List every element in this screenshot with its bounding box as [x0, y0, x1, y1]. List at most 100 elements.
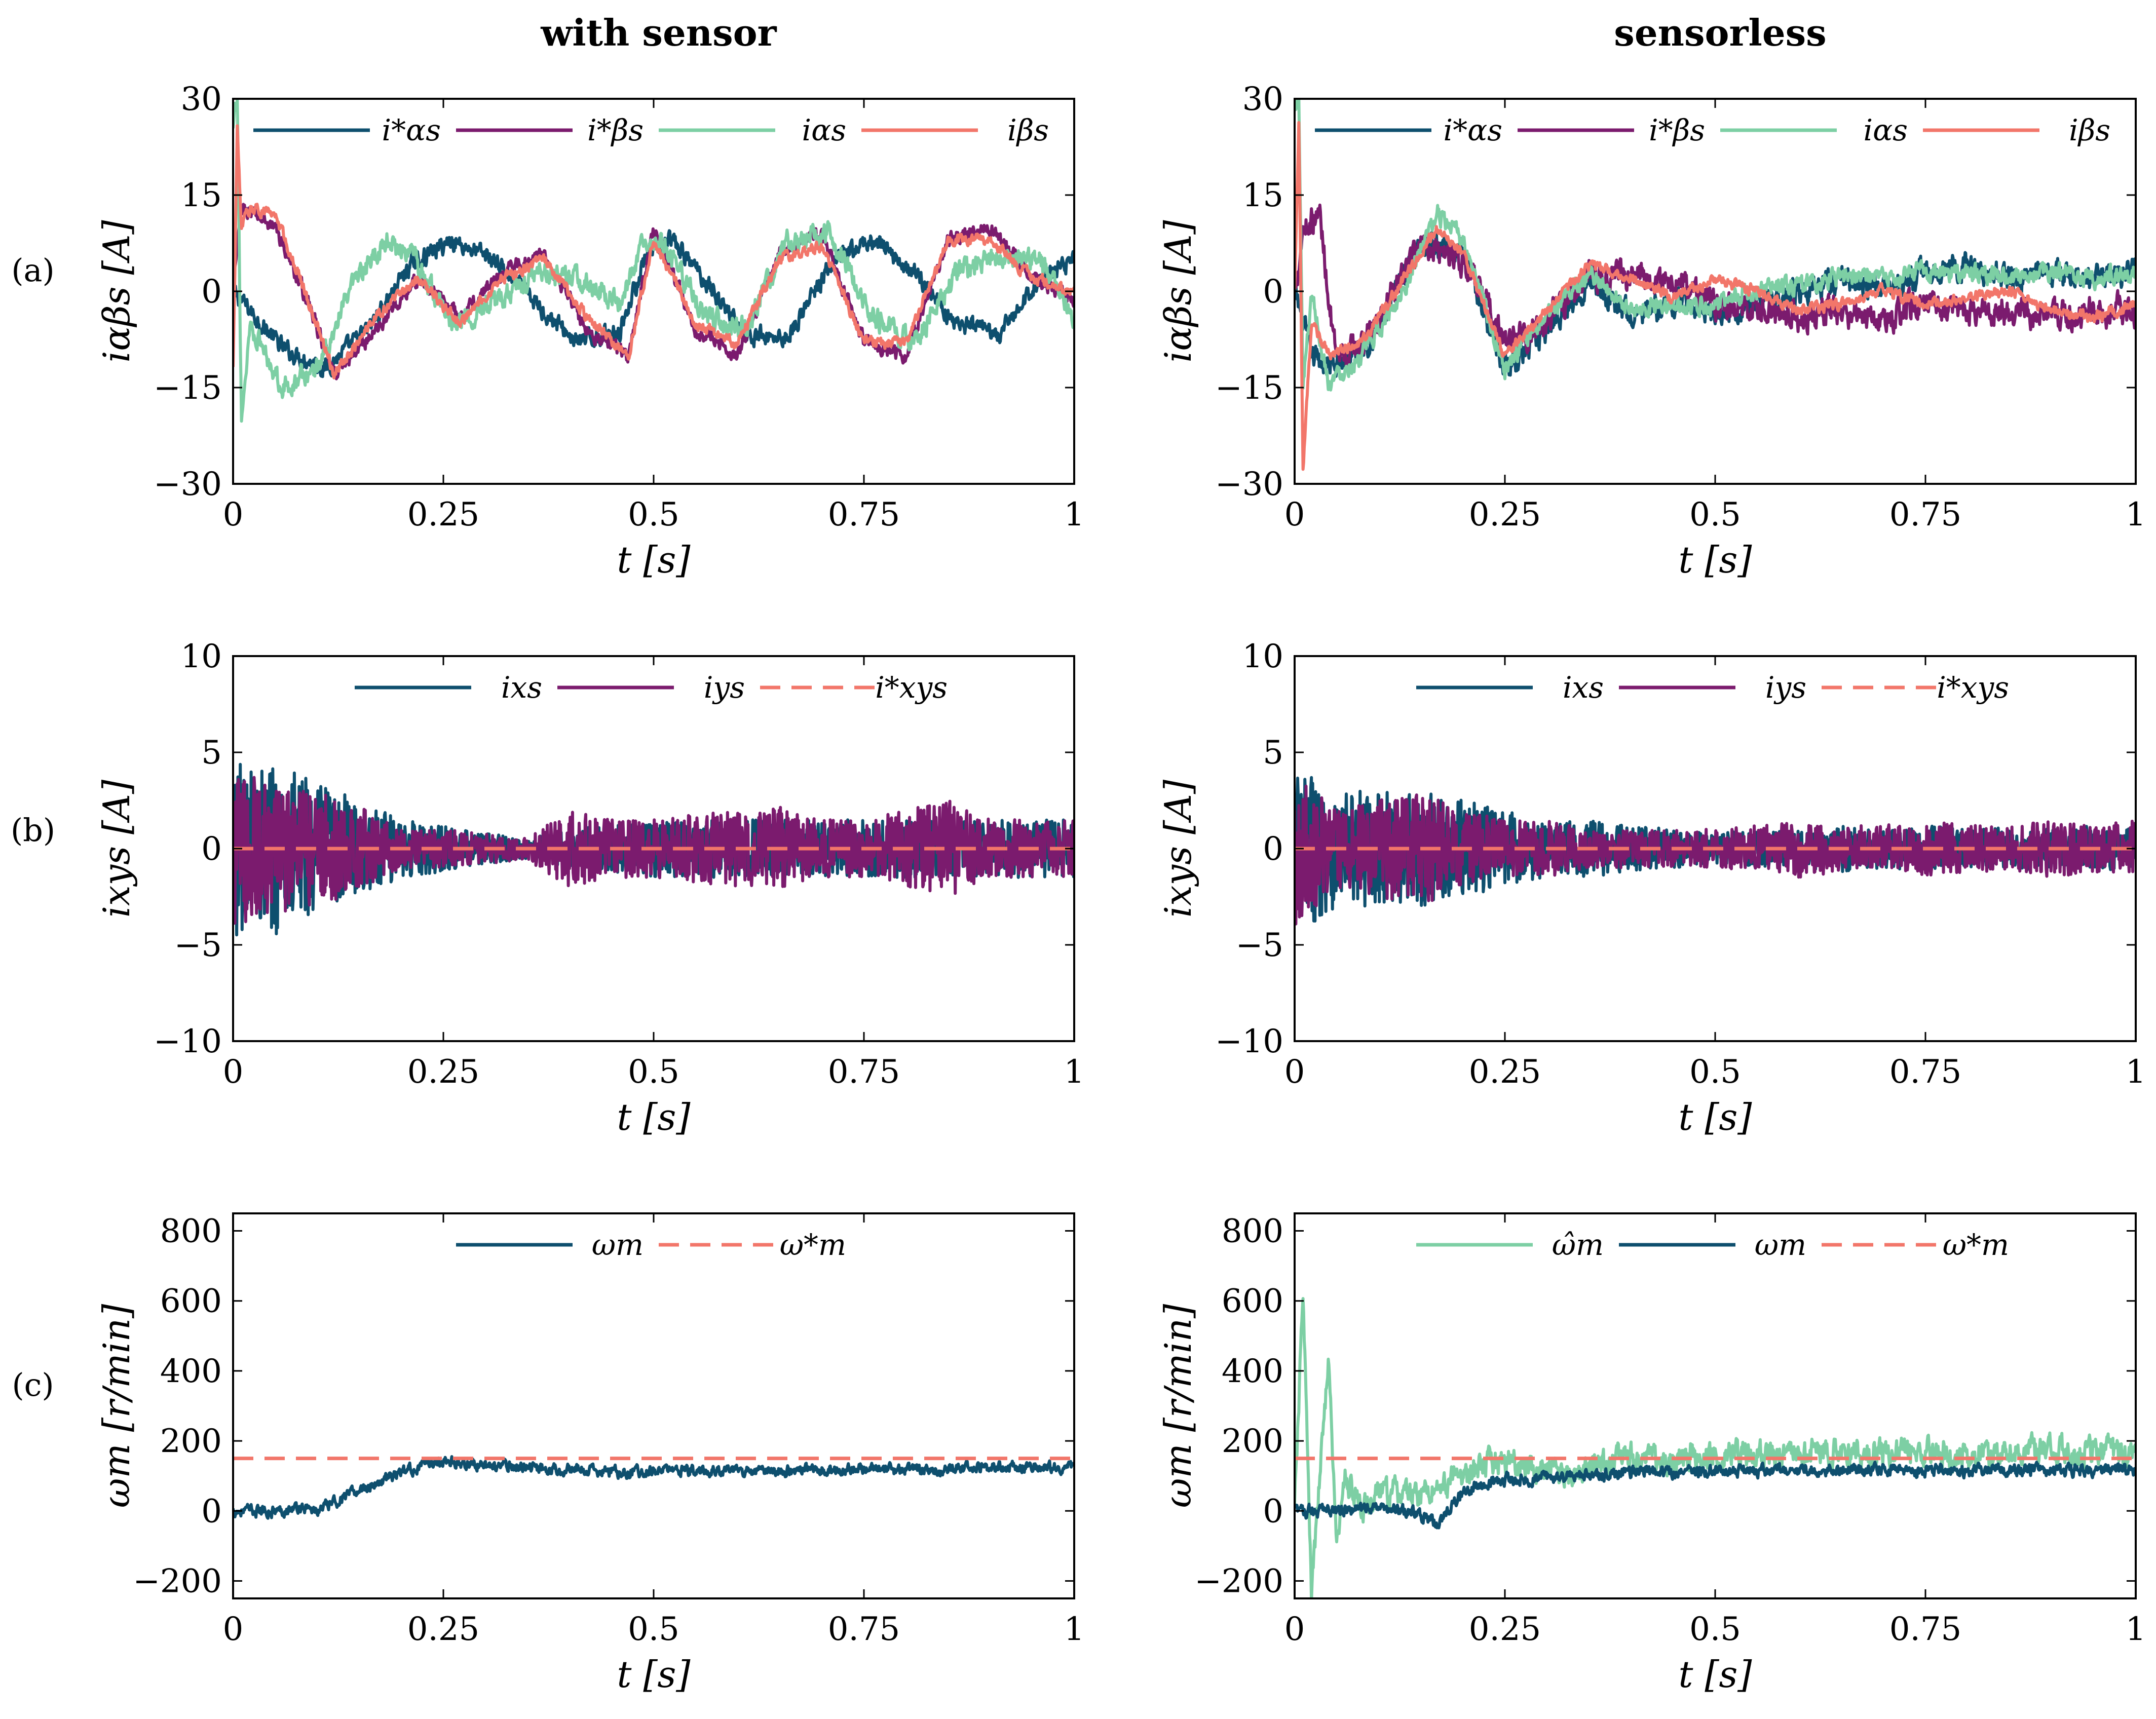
legend-entry-label: iys	[1765, 670, 1806, 705]
x-axis-label: t [s]	[617, 1653, 691, 1696]
x-tick-label: 1	[2126, 1053, 2146, 1091]
x-tick-label: 1	[1064, 496, 1085, 533]
y-tick-label: 600	[160, 1283, 222, 1320]
x-tick-label: 0.25	[407, 1611, 480, 1648]
y-tick-label: 30	[181, 81, 222, 118]
x-tick-label: 0.75	[828, 496, 900, 533]
x-tick-label: 0	[1284, 496, 1305, 533]
legend-entry-label: ωm	[592, 1228, 644, 1262]
x-axis-label: t [s]	[1679, 1096, 1753, 1138]
series-line-iys	[233, 776, 1074, 925]
y-tick-label: 200	[1222, 1423, 1283, 1460]
y-tick-label: 200	[160, 1423, 222, 1460]
y-tick-label: 10	[1242, 638, 1283, 675]
y-axis-label: iαβs [A]	[95, 219, 138, 362]
legend-entry-label: i*αs	[382, 113, 441, 147]
x-axis-label: t [s]	[617, 539, 691, 581]
series-line-i*αs	[233, 229, 1074, 378]
x-tick-label: 0	[223, 1053, 244, 1091]
legend-entry-label: ω̂m	[1552, 1228, 1604, 1262]
x-tick-label: 1	[1064, 1053, 1085, 1091]
series-line-i*βs	[1295, 203, 2136, 371]
y-tick-label: 800	[1222, 1213, 1283, 1250]
legend-entry-label: ω*m	[1943, 1228, 2009, 1262]
x-tick-label: 0.5	[628, 1611, 679, 1648]
y-tick-label: 15	[1242, 177, 1283, 214]
legend: i*αs i*βs iαs iβs	[1315, 113, 2110, 147]
y-tick-label: −200	[133, 1562, 222, 1600]
x-tick-label: 0.5	[628, 496, 679, 533]
legend-entry-label: ixs	[1563, 670, 1604, 705]
legend: ωm ω*m	[456, 1228, 846, 1262]
x-tick-label: 0.75	[828, 1611, 900, 1648]
y-tick-label: 0	[1263, 1493, 1283, 1530]
x-tick-label: 0	[223, 1611, 244, 1648]
row-label-c: (c)	[12, 1366, 54, 1403]
series-group	[233, 1455, 1074, 1520]
series-group	[1295, 776, 2136, 926]
x-tick-label: 0.25	[1469, 1611, 1541, 1648]
y-tick-label: −30	[1215, 466, 1283, 503]
x-tick-label: 0.25	[407, 496, 480, 533]
y-tick-label: 15	[181, 177, 222, 214]
y-tick-label: 30	[1242, 81, 1283, 118]
y-tick-label: 0	[201, 273, 222, 311]
chart-b-with-sensor: 0 0.25 0.5 0.75 1 −10 −5 0 5 10 t [s] ixys [A] ixs iy…	[95, 638, 1084, 1138]
x-tick-label: 0.25	[1469, 1053, 1541, 1091]
legend-entry-label: iys	[704, 670, 745, 705]
row-label-b: (b)	[11, 812, 55, 849]
legend-entry-label: iβs	[1007, 113, 1049, 147]
x-tick-label: 1	[2126, 496, 2146, 533]
legend-entry-label: i*αs	[1444, 113, 1502, 147]
y-axis-label: ωm [r/min]	[95, 1304, 138, 1508]
legend-entry-label: ωm	[1755, 1228, 1806, 1262]
y-axis-label: iαβs [A]	[1157, 219, 1199, 362]
y-axis-label: ixys [A]	[95, 779, 138, 918]
y-tick-label: −5	[174, 927, 222, 964]
y-tick-label: 0	[1263, 830, 1283, 868]
x-tick-label: 1	[2126, 1611, 2146, 1648]
y-tick-label: −15	[1215, 369, 1283, 407]
plot-frame	[232, 1212, 1075, 1599]
y-tick-label: −200	[1194, 1562, 1283, 1600]
legend-entry-label: i*xys	[1937, 670, 2009, 705]
series-line-iβs	[233, 124, 1074, 379]
chart-b-sensorless: 0 0.25 0.5 0.75 1 −10 −5 0 5 10 t [s] ixys [A] ixs iy…	[1157, 638, 2146, 1138]
y-tick-label: 5	[1263, 734, 1283, 772]
series-line-iαs	[1295, 99, 2136, 392]
legend: ixs iys i*xys	[355, 670, 948, 705]
x-axis-label: t [s]	[1679, 539, 1753, 581]
series-line-ωm	[1295, 1461, 2136, 1530]
x-tick-label: 1	[1064, 1611, 1085, 1648]
y-tick-label: −10	[1215, 1023, 1283, 1060]
series-group	[1295, 99, 2136, 471]
y-axis-label: ωm [r/min]	[1157, 1304, 1199, 1508]
series-group	[233, 762, 1074, 937]
x-axis-label: t [s]	[1679, 1653, 1753, 1696]
y-tick-label: −5	[1236, 927, 1283, 964]
y-tick-label: 0	[201, 1493, 222, 1530]
y-tick-label: 0	[1263, 273, 1283, 311]
legend-entry-label: i*βs	[1649, 113, 1705, 147]
col-title-with-sensor: with sensor	[540, 11, 777, 54]
series-line-iβs	[1295, 121, 2136, 471]
series-line-iαs	[233, 99, 1074, 423]
y-tick-label: 400	[160, 1353, 222, 1390]
y-tick-label: −30	[154, 466, 222, 503]
row-label-a: (a)	[11, 252, 54, 289]
chart-a-sensorless: 0 0.25 0.5 0.75 1 −30 −15 0 15 30 t [s] iαβs [A] i*α…	[1157, 81, 2146, 581]
x-tick-label: 0	[1284, 1053, 1305, 1091]
legend-entry-label: i*βs	[587, 113, 644, 147]
legend-entry-label: i*xys	[875, 670, 948, 705]
x-tick-label: 0.75	[1889, 1611, 1962, 1648]
legend-entry-label: ω*m	[780, 1228, 846, 1262]
series-group	[233, 99, 1074, 423]
series-line-i*βs	[233, 203, 1074, 380]
x-tick-label: 0.5	[1689, 496, 1741, 533]
plot-frame	[1294, 1212, 2137, 1599]
y-tick-label: 10	[181, 638, 222, 675]
legend-entry-label: iβs	[2069, 113, 2110, 147]
x-tick-label: 0.5	[1689, 1053, 1741, 1091]
